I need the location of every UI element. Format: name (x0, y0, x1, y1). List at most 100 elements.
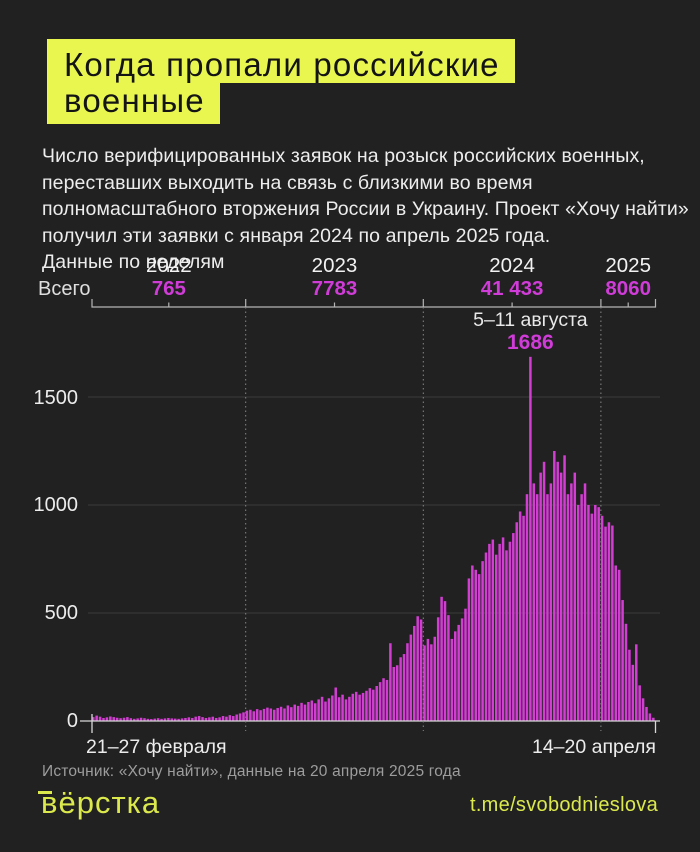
bar (580, 494, 583, 721)
bar (508, 541, 512, 721)
bar (573, 472, 577, 721)
bar (235, 714, 238, 721)
bar (249, 709, 252, 721)
bar (652, 717, 655, 721)
total-caption: Всего (38, 278, 91, 300)
bar (262, 708, 266, 721)
bar (515, 522, 518, 721)
verstka-logo[interactable]: вёрстка (37, 785, 161, 820)
bar (153, 718, 156, 721)
year-group-2023: 2023 7783 (312, 255, 358, 300)
bar (464, 608, 467, 721)
bar (313, 703, 317, 721)
bar (105, 717, 109, 721)
y-axis-tick-0: 0 (66, 710, 78, 732)
bar (617, 569, 621, 721)
bar (221, 716, 225, 721)
bar (505, 550, 508, 721)
year-group-2024: 2024 41 433 (481, 255, 544, 300)
year-label: 2024 (489, 254, 535, 277)
bar (92, 717, 95, 721)
description-line: переставших выходить на связь с близкими… (42, 171, 533, 194)
bar (389, 643, 392, 721)
year-group-2022: 2022 765 (146, 255, 192, 300)
bar (129, 718, 133, 721)
year-total: 765 (151, 277, 186, 300)
bar (368, 688, 372, 721)
telegram-link[interactable]: t.me/svobodnieslova (469, 794, 658, 816)
bar (191, 717, 194, 721)
bar (501, 537, 505, 721)
bar (546, 494, 549, 721)
bar (645, 706, 648, 721)
year-total: 7783 (311, 277, 358, 300)
bar (255, 709, 259, 721)
bar (395, 665, 399, 721)
bar (566, 494, 570, 721)
bar (300, 702, 303, 721)
year-bracket (91, 299, 657, 308)
bar (317, 699, 320, 721)
bar (597, 507, 600, 721)
bar (477, 574, 481, 721)
bar (208, 717, 211, 721)
bar (126, 717, 129, 721)
bar (283, 708, 286, 721)
x-axis-first-label: 21–27 февраля (86, 736, 227, 758)
bar (481, 561, 484, 721)
bar (532, 483, 536, 721)
page-title-line2: военные (47, 83, 220, 124)
bar (225, 716, 228, 721)
bar (518, 511, 522, 721)
bar (587, 505, 590, 721)
bar (334, 687, 337, 721)
bar (631, 664, 635, 721)
bar (320, 696, 324, 721)
bar (529, 356, 532, 721)
bar (218, 717, 221, 721)
bar (327, 698, 331, 721)
description-line: полномасштабного вторжения России в Укра… (42, 198, 689, 220)
y-axis-tick-1000: 1000 (33, 494, 79, 516)
bar (337, 697, 341, 721)
bar (378, 682, 382, 721)
bar (443, 601, 447, 721)
bar (252, 711, 256, 721)
bar (583, 483, 587, 721)
bar (156, 718, 160, 721)
bar (204, 717, 208, 721)
bar (621, 600, 624, 721)
bar (290, 707, 293, 721)
bar (413, 625, 416, 721)
y-axis-tick-500: 500 (44, 602, 78, 624)
bar (307, 701, 310, 721)
bar (549, 483, 553, 721)
bar (139, 717, 143, 721)
bar (351, 693, 355, 721)
bar (409, 634, 413, 721)
bar (600, 515, 604, 721)
bar (358, 694, 361, 721)
bar (460, 618, 464, 721)
bar (122, 717, 126, 721)
bar (607, 522, 611, 721)
bar (286, 705, 290, 721)
bar (201, 717, 204, 721)
description-line: Данные по неделям (42, 251, 225, 273)
bar (402, 654, 406, 721)
bar (553, 451, 556, 721)
bar (628, 649, 631, 721)
bar (570, 483, 573, 721)
bar (163, 718, 167, 721)
bar (276, 708, 279, 721)
bar (512, 533, 515, 721)
bar (167, 717, 170, 721)
bar (279, 706, 283, 721)
bar (419, 619, 423, 721)
peak-annotation-label: 5–11 августа (473, 309, 588, 331)
bar (98, 716, 102, 721)
bar (436, 617, 440, 721)
bar (348, 696, 351, 721)
bar (365, 690, 368, 721)
